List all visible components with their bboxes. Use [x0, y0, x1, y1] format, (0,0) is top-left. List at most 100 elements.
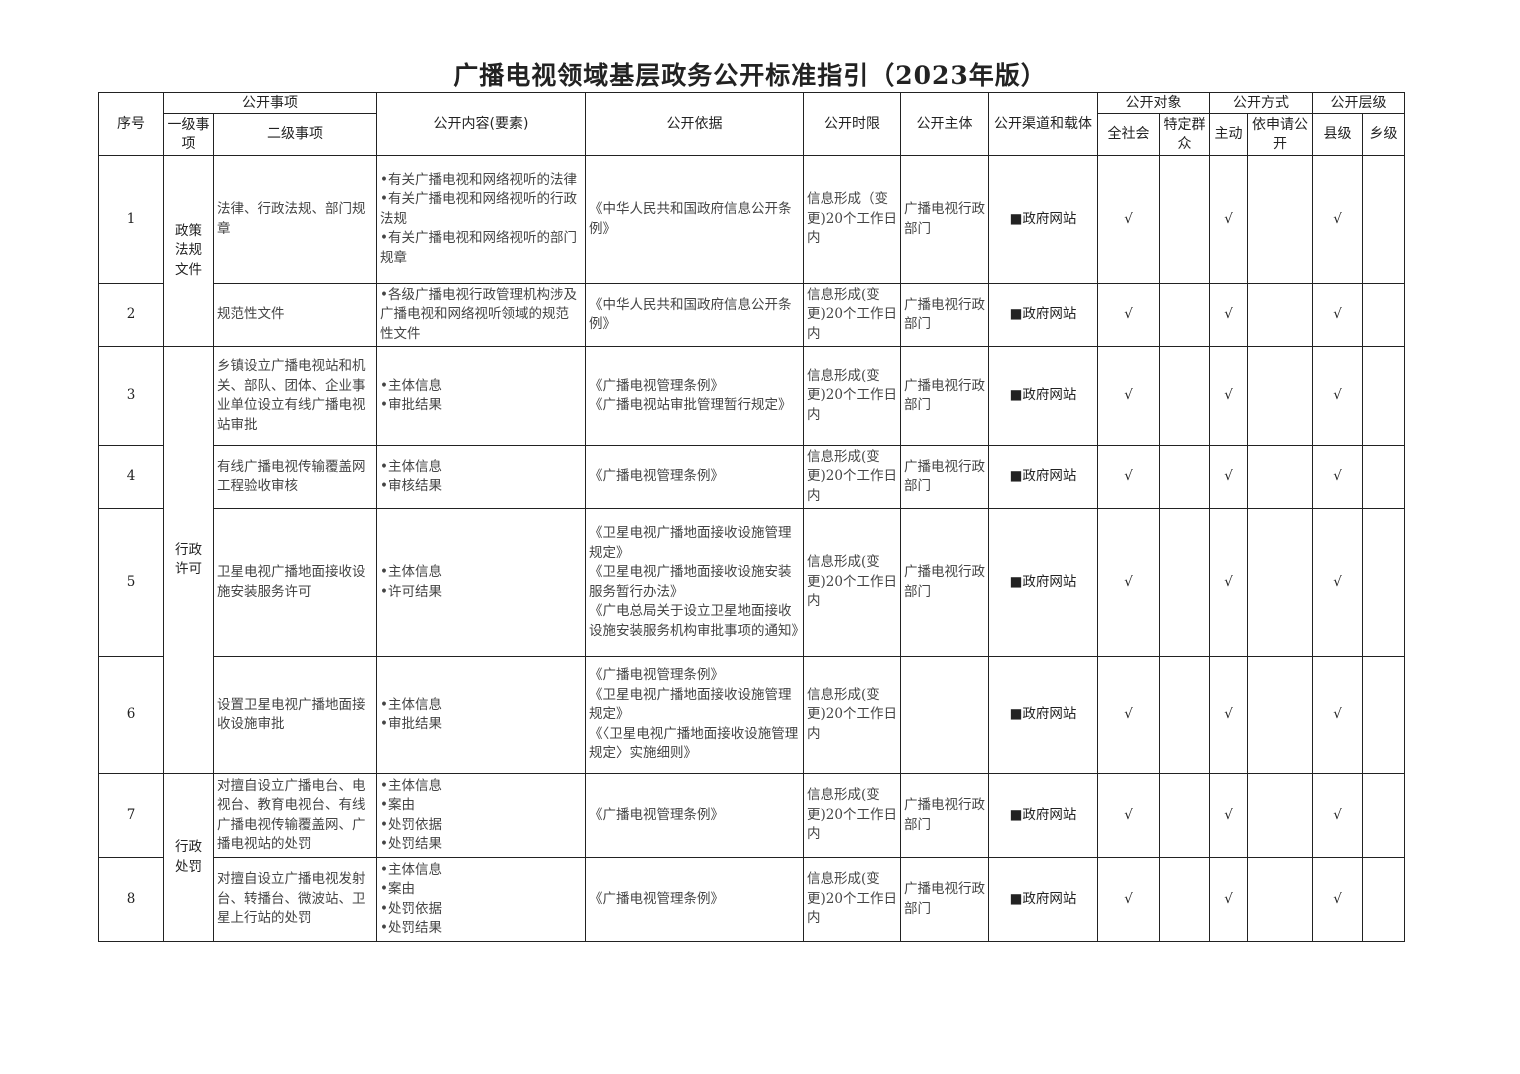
township-cell — [1362, 508, 1405, 657]
basis-cell: 《广播电视管理条例》 — [585, 445, 804, 509]
header-all-society: 全社会 — [1097, 113, 1160, 156]
content-cell: •主体信息 •审核结果 — [376, 445, 586, 509]
channel-cell: ■政府网站 — [988, 346, 1098, 446]
basis-item: 《卫星电视广播地面接收设施安装服务暂行办法》 — [589, 564, 792, 600]
header-target: 公开对象 — [1097, 92, 1210, 114]
content-item: •审核结果 — [380, 478, 442, 494]
subject-cell — [900, 656, 989, 774]
level2-cell: 法律、行政法规、部门规章 — [213, 155, 377, 284]
content-item: •主体信息 — [380, 696, 442, 713]
level2-text: 规范性文件 — [217, 306, 285, 323]
subject-cell: 广播电视行政部门 — [900, 857, 989, 942]
basis-cell: 《广播电视管理条例》 — [585, 773, 804, 858]
level2-text: 乡镇设立广播电视站和机关、部队、团体、企业事业单位设立有线广播电视站审批 — [217, 358, 366, 433]
specific-cell — [1159, 283, 1210, 347]
basis-item: 《广播电视管理条例》 — [589, 890, 724, 907]
basis-item: 《中华人民共和国政府信息公开条例》 — [589, 201, 792, 237]
content-item: •处罚依据 — [380, 816, 442, 833]
specific-cell — [1159, 508, 1210, 657]
channel-cell: ■政府网站 — [988, 283, 1098, 347]
content-item: •处罚依据 — [380, 900, 442, 917]
header-basis: 公开依据 — [585, 92, 804, 156]
content-cell: •主体信息 •案由 •处罚依据 •处罚结果 — [376, 857, 586, 942]
township-cell — [1362, 445, 1405, 509]
content-item: •处罚结果 — [380, 920, 442, 936]
subject-cell: 广播电视行政部门 — [900, 155, 989, 284]
seq-cell: 1 — [98, 155, 164, 284]
basis-cell: 《广播电视管理条例》 — [585, 857, 804, 942]
header-method: 公开方式 — [1209, 92, 1313, 114]
basis-item: 《广播电视站审批管理暂行规定》 — [589, 397, 792, 413]
township-cell — [1362, 346, 1405, 446]
content-item: •各级广播电视行政管理机构涉及广播电视和网络视听领域的规范性文件 — [380, 286, 577, 342]
specific-cell — [1159, 773, 1210, 858]
basis-cell: 《广播电视管理条例》 《卫星电视广播地面接收设施管理规定》 《〈卫星电视广播地面接收… — [585, 656, 804, 774]
on-request-cell — [1247, 773, 1313, 858]
specific-cell — [1159, 155, 1210, 284]
subject-cell: 广播电视行政部门 — [900, 346, 989, 446]
seq-cell: 5 — [98, 508, 164, 657]
active-cell: √ — [1209, 656, 1248, 774]
header-on-request: 依申请公开 — [1247, 113, 1313, 156]
time-cell: 信息形成(变更)20个工作日内 — [803, 508, 901, 657]
basis-cell: 《卫星电视广播地面接收设施管理规定》 《卫星电视广播地面接收设施安装服务暂行办法》… — [585, 508, 804, 657]
channel-cell: ■政府网站 — [988, 155, 1098, 284]
content-cell: •主体信息 •案由 •处罚依据 •处罚结果 — [376, 773, 586, 858]
level2-text: 设置卫星电视广播地面接收设施审批 — [217, 696, 366, 733]
all-society-cell: √ — [1097, 773, 1160, 858]
county-cell: √ — [1312, 656, 1363, 774]
all-society-cell: √ — [1097, 283, 1160, 347]
header-active: 主动 — [1209, 113, 1248, 156]
subject-cell: 广播电视行政部门 — [900, 445, 989, 509]
table-row: 5 卫星电视广播地面接收设施安装服务许可 •主体信息 •许可结果 《卫星电视广播地面接收… — [98, 508, 1405, 657]
on-request-cell — [1247, 857, 1313, 942]
county-cell: √ — [1312, 773, 1363, 858]
on-request-cell — [1247, 155, 1313, 284]
level2-cell: 卫星电视广播地面接收设施安装服务许可 — [213, 508, 377, 657]
time-cell: 信息形成（变更)20个工作日内 — [803, 155, 901, 284]
all-society-cell: √ — [1097, 155, 1160, 284]
content-cell: •主体信息 •审批结果 — [376, 346, 586, 446]
level2-text: 卫星电视广播地面接收设施安装服务许可 — [217, 564, 366, 600]
content-item: •审批结果 — [380, 397, 442, 413]
channel-cell: ■政府网站 — [988, 857, 1098, 942]
county-cell: √ — [1312, 346, 1363, 446]
basis-item: 《广播电视管理条例》 — [589, 806, 724, 823]
all-society-cell: √ — [1097, 346, 1160, 446]
disclosure-table: 序号 公开事项 公开内容(要素) 公开依据 公开时限 公开主体 公开渠道和载体 … — [98, 92, 1405, 942]
content-item: •审批结果 — [380, 716, 442, 732]
county-cell: √ — [1312, 508, 1363, 657]
on-request-cell — [1247, 445, 1313, 509]
basis-item: 《中华人民共和国政府信息公开条例》 — [589, 296, 792, 333]
level2-cell: 对擅自设立广播电台、电视台、教育电视台、有线广播电视传输覆盖网、广播电视站的处罚 — [213, 773, 377, 858]
basis-item: 《〈卫星电视广播地面接收设施管理规定〉实施细则》 — [589, 725, 799, 762]
content-item: •有关广播电视和网络视听的行政法规 — [380, 191, 577, 227]
seq-cell: 3 — [98, 346, 164, 446]
level2-text: 对擅自设立广播电视发射台、转播台、微波站、卫星上行站的处罚 — [217, 871, 366, 927]
content-item: •主体信息 — [380, 458, 442, 475]
header-matter: 公开事项 — [163, 92, 377, 114]
active-cell: √ — [1209, 773, 1248, 858]
active-cell: √ — [1209, 346, 1248, 446]
level1-cell: 政策法规文件 — [163, 155, 214, 347]
header-content: 公开内容(要素) — [376, 92, 586, 156]
content-item: •主体信息 — [380, 377, 442, 394]
specific-cell — [1159, 346, 1210, 446]
basis-item: 《卫星电视广播地面接收设施管理规定》 — [589, 525, 792, 561]
basis-item: 《广播电视管理条例》 — [589, 377, 724, 394]
table-row: 8 对擅自设立广播电视发射台、转播台、微波站、卫星上行站的处罚 •主体信息 •案由 •处… — [98, 857, 1405, 942]
time-cell: 信息形成(变更)20个工作日内 — [803, 283, 901, 347]
level2-text: 法律、行政法规、部门规章 — [217, 201, 366, 237]
table-row: 3 行政许可 乡镇设立广播电视站和机关、部队、团体、企业事业单位设立有线广播电视站审… — [98, 346, 1405, 774]
county-cell: √ — [1312, 155, 1363, 284]
content-item: •有关广播电视和网络视听的部门规章 — [380, 230, 577, 266]
content-item: •案由 — [380, 881, 415, 897]
basis-cell: 《中华人民共和国政府信息公开条例》 — [585, 155, 804, 284]
active-cell: √ — [1209, 283, 1248, 347]
time-cell: 信息形成(变更)20个工作日内 — [803, 346, 901, 446]
basis-cell: 《中华人民共和国政府信息公开条例》 — [585, 283, 804, 347]
basis-item: 《广播电视管理条例》 — [589, 468, 724, 485]
table-row: 7 行政处罚 对擅自设立广播电台、电视台、教育电视台、有线广播电视传输覆盖网、广播电… — [98, 773, 1405, 942]
level2-cell: 乡镇设立广播电视站和机关、部队、团体、企业事业单位设立有线广播电视站审批 — [213, 346, 377, 446]
seq-cell: 4 — [98, 445, 164, 509]
